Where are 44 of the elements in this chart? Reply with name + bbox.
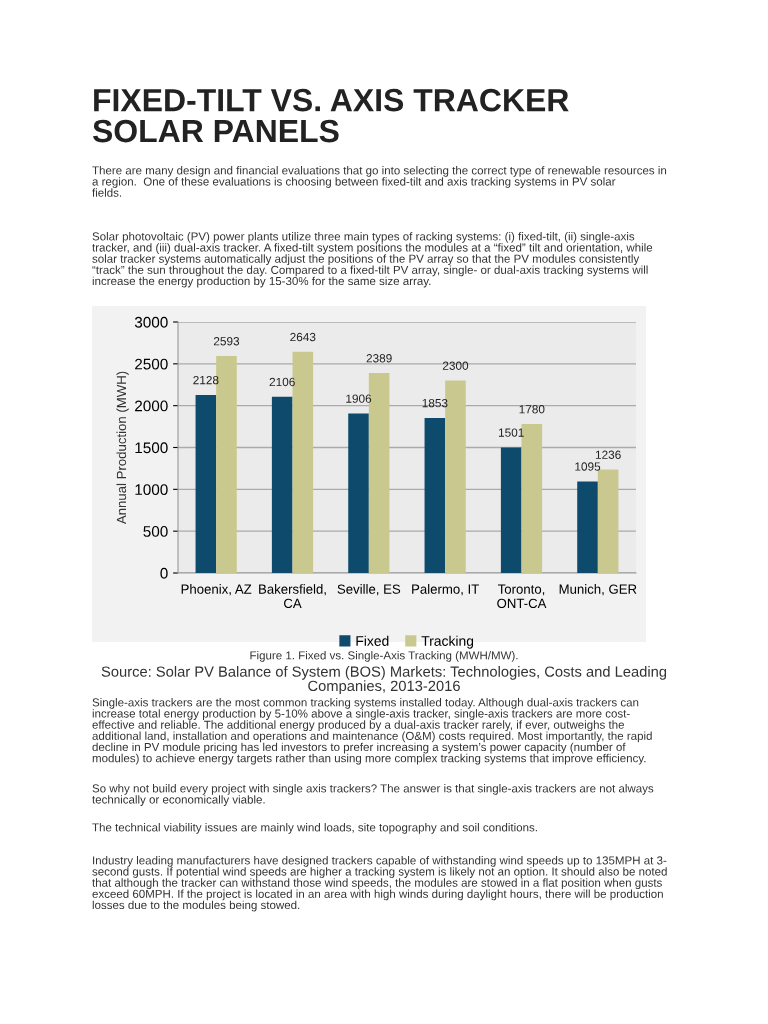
data-label: 1236 <box>595 450 621 459</box>
text: There are many design and financial evaluations that go into selecting the correct type of renewable resources in a region. One of these evaluations is choosing between fixed-tilt and axis tracking systems in PV solar fields. <box>92 166 667 197</box>
bar <box>597 469 619 573</box>
x-tick-label: Bakersfield, CA <box>259 584 326 609</box>
bar <box>195 394 217 573</box>
source-note: Source: Solar PV Balance of System (BOS) Markets: Technologies, Costs and Leading Companies, 2013-2016 <box>101 666 667 694</box>
y-tick-label: 500 <box>143 526 168 537</box>
y-tick-label: 2000 <box>135 400 168 412</box>
y-tick-label: 1500 <box>135 442 168 454</box>
data-label: 1501 <box>498 428 524 437</box>
text: The technical viability issues are mainly wind loads, site topography and soil conditions. <box>92 823 537 834</box>
chart-title: FIXED-TILT VS. AXIS TRACKER SOLAR PANELS <box>92 88 569 143</box>
legend-label: Fixed <box>356 635 389 646</box>
data-label: 2643 <box>290 332 316 342</box>
text: Industry leading manufacturers have designed trackers capable of withstanding wind speeds up to 135MPH at 3- second gusts. If potential wind speeds are higher a tracking system is likely not an option. It should also be noted that although the tracker can withstand those wind speeds, the modules are stowed in a flat position when gusts exceed 60MPH. If the project is located in an area with high winds during daylight hours, there will be production losses due to the modules being stowed. <box>92 856 667 912</box>
data-label: 2593 <box>213 337 240 346</box>
x-tick-label: Toronto, ONT-CA <box>497 584 547 609</box>
bar <box>500 447 522 573</box>
x-tick-label: Munich, GER <box>559 584 637 596</box>
data-label: 1853 <box>422 398 448 408</box>
y-tick-label: 2500 <box>135 358 168 370</box>
y-tick-label: 0 <box>160 567 168 579</box>
bar <box>577 481 598 573</box>
bar <box>348 413 369 573</box>
text: Solar photovoltaic (PV) power plants utilize three main types of racking systems: (i) fixed-tilt, (ii) single-axis tracker, and (iii) dual-axis tracker. A fixed-tilt system positions the modules at a “fixed” tilt and orientation, while solar tracker systems automatically adjust the positions of the PV array so that the PV modules consistently “track” the sun throughout the day. Compared to a fixed-tilt PV array, single- or dual-axis tracking systems will increase the energy production by 15-30% for the same size array. <box>92 232 653 288</box>
y-tick-label: 1000 <box>135 484 168 496</box>
text: So why not build every project with single axis trackers? The answer is that single-axis trackers are not always technically or economically viable. <box>92 784 654 806</box>
x-tick-label: Phoenix, AZ <box>181 584 252 596</box>
caption: Figure 1. Fixed vs. Single-Axis Tracking (MWH/MW). <box>250 651 518 662</box>
data-label: 1095 <box>575 462 601 471</box>
y-tick-label: 3000 <box>134 316 168 328</box>
y-axis-title: Annual Production (MWH) <box>116 371 129 525</box>
data-label: 2300 <box>442 361 469 370</box>
x-tick-label: Seville, ES <box>337 584 401 596</box>
bar <box>424 417 446 573</box>
bar <box>271 396 293 573</box>
data-label: 1906 <box>346 394 372 403</box>
text: Single-axis trackers are the most common tracking systems installed today. Although dual-axis trackers can increase total energy production by 5-10% above a single-axis tracker, single-axis trackers are more cost- effective and reliable. The additional energy produced by a dual-axis tracker rarely, if ever, outweighs the additional land, installation and operations and maintenance (O&M) costs required. Most importantly, the rapid decline in PV module pricing has led investors to prefer increasing a system’s power capacity (number of modules) to achieve energy targets rather than using more complex tracking systems that improve efficiency. <box>92 698 652 765</box>
x-tick-label: Palermo, IT <box>412 584 479 596</box>
legend-label: Tracking <box>421 635 474 649</box>
data-label: 1780 <box>519 405 545 414</box>
data-label: 2389 <box>366 354 392 363</box>
data-label: 2106 <box>269 377 295 387</box>
data-label: 2128 <box>193 375 219 385</box>
